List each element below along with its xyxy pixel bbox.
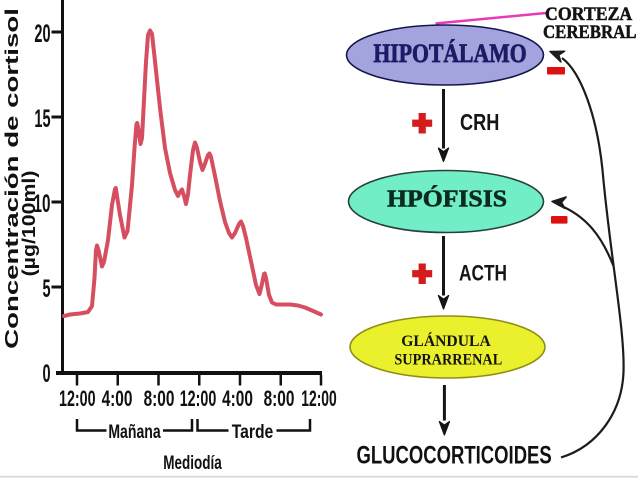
svg-text:Mañana: Mañana: [108, 421, 161, 443]
svg-text:12:00: 12:00: [180, 386, 217, 411]
svg-text:0: 0: [42, 361, 50, 388]
svg-text:Concentración de cortisol: Concentración de cortisol: [2, 8, 23, 349]
svg-text:CRH: CRH: [460, 110, 499, 136]
svg-text:15: 15: [34, 106, 50, 133]
svg-text:4:00: 4:00: [222, 387, 253, 411]
svg-text:GLÁNDULA: GLÁNDULA: [401, 331, 491, 350]
svg-text:GLUCOCORTICOIDES: GLUCOCORTICOIDES: [357, 441, 552, 469]
svg-text:CEREBRAL: CEREBRAL: [543, 21, 637, 42]
svg-text:Tarde: Tarde: [232, 421, 274, 443]
svg-text:12:00: 12:00: [59, 386, 96, 411]
svg-text:4:00: 4:00: [102, 387, 133, 411]
svg-text:5: 5: [42, 276, 50, 303]
svg-text:HIPOTÁLAMO: HIPOTÁLAMO: [373, 40, 526, 68]
svg-text:HPÓFISIS: HPÓFISIS: [387, 185, 507, 212]
svg-text:12:00: 12:00: [301, 386, 336, 411]
svg-text:SUPRARRENAL: SUPRARRENAL: [394, 351, 502, 369]
svg-text:ACTH: ACTH: [459, 261, 507, 285]
svg-text:20: 20: [34, 21, 50, 48]
svg-text:8:00: 8:00: [264, 387, 295, 411]
svg-text:8:00: 8:00: [144, 387, 175, 411]
svg-text:Mediodía: Mediodía: [163, 453, 222, 474]
svg-text:CORTEZA: CORTEZA: [545, 3, 633, 24]
svg-text:10: 10: [34, 190, 51, 218]
svg-text:(µg/100ml): (µg/100ml): [19, 171, 39, 277]
